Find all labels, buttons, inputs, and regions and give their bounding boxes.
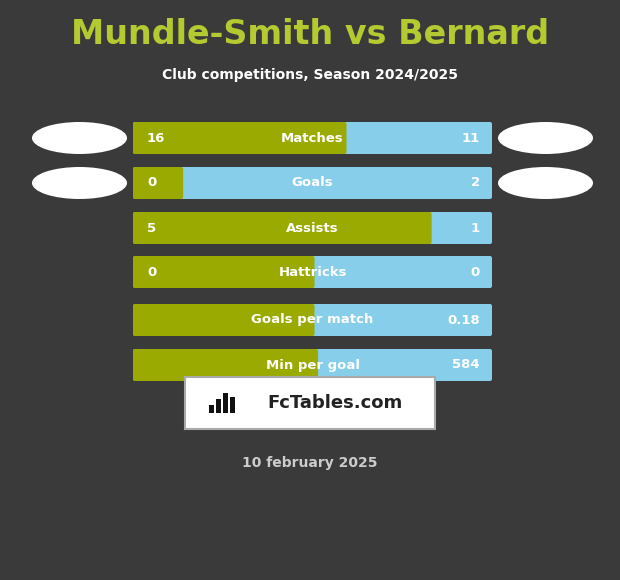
FancyBboxPatch shape [133,349,492,381]
Text: 0: 0 [147,176,156,190]
Text: 16: 16 [147,132,166,144]
Text: 0: 0 [471,266,480,278]
Text: 0: 0 [147,266,156,278]
Text: Hattricks: Hattricks [278,266,347,278]
Bar [223,393,228,413]
Ellipse shape [32,122,127,154]
Text: 5: 5 [147,222,156,234]
FancyBboxPatch shape [133,349,318,381]
FancyBboxPatch shape [133,167,492,199]
FancyBboxPatch shape [133,122,347,154]
FancyBboxPatch shape [133,167,183,199]
FancyBboxPatch shape [133,212,432,244]
Text: Goals: Goals [291,176,334,190]
Text: 0.18: 0.18 [447,314,480,327]
Text: 584: 584 [453,358,480,372]
Bar [230,397,235,413]
FancyBboxPatch shape [133,256,314,288]
FancyBboxPatch shape [133,256,492,288]
Text: Matches: Matches [281,132,344,144]
Text: 1: 1 [471,222,480,234]
Text: Assists: Assists [286,222,339,234]
Text: FcTables.com: FcTables.com [267,394,402,412]
Text: 10 february 2025: 10 february 2025 [242,456,378,470]
Text: Min per goal: Min per goal [265,358,360,372]
Bar [209,405,214,413]
Bar [216,399,221,413]
Text: Club competitions, Season 2024/2025: Club competitions, Season 2024/2025 [162,68,458,82]
FancyBboxPatch shape [133,304,314,336]
Text: Goals per match: Goals per match [251,314,374,327]
FancyBboxPatch shape [133,212,492,244]
Ellipse shape [498,122,593,154]
FancyBboxPatch shape [185,377,435,429]
Text: 11: 11 [462,132,480,144]
FancyBboxPatch shape [133,122,492,154]
Ellipse shape [498,167,593,199]
Ellipse shape [32,167,127,199]
Text: Mundle-Smith vs Bernard: Mundle-Smith vs Bernard [71,19,549,52]
Text: 2: 2 [471,176,480,190]
FancyBboxPatch shape [133,304,492,336]
